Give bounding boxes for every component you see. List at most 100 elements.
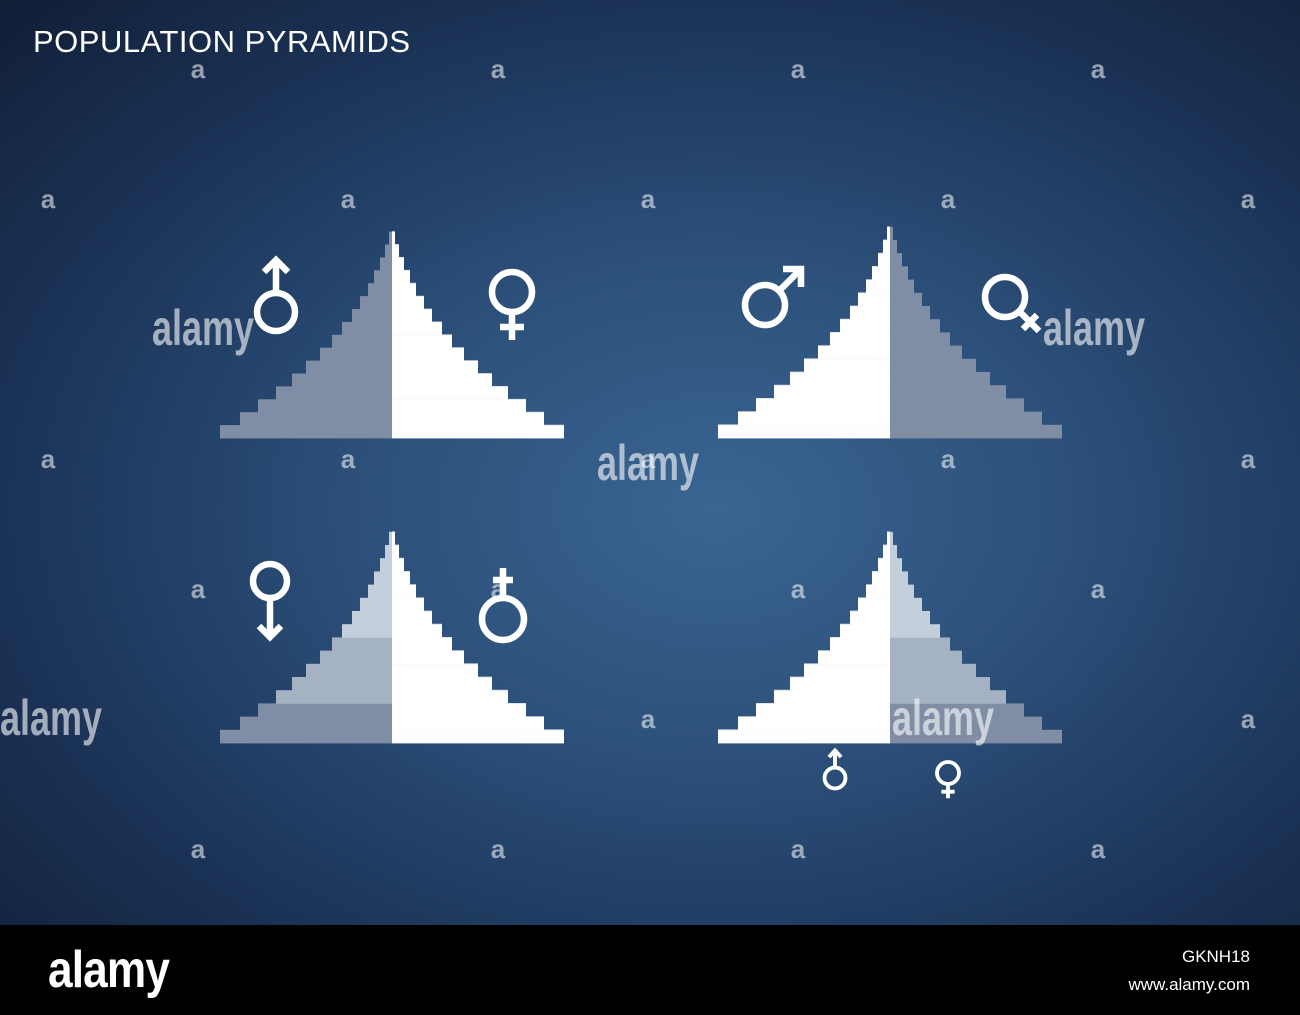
footer-brand-logo: alamy bbox=[48, 941, 170, 999]
bar-left-7 bbox=[818, 345, 890, 360]
bar-left-9 bbox=[840, 319, 890, 333]
bar-left-1 bbox=[718, 729, 890, 744]
bar-left-3 bbox=[756, 703, 890, 717]
bar-right-1 bbox=[392, 729, 564, 744]
bar-right-13 bbox=[890, 266, 908, 280]
watermark-tile: a bbox=[341, 444, 356, 474]
bar-left-4 bbox=[276, 690, 392, 704]
bar-left-5 bbox=[292, 677, 392, 691]
bar-right-15 bbox=[392, 244, 399, 258]
bar-left-7 bbox=[320, 650, 392, 665]
bar-right-1 bbox=[890, 729, 1062, 744]
female-icon bbox=[488, 268, 536, 340]
watermark-tile: a bbox=[1091, 574, 1106, 604]
bar-left-10 bbox=[352, 309, 392, 323]
bar-right-4 bbox=[392, 690, 508, 704]
watermark-tile: a bbox=[1241, 444, 1256, 474]
bar-left-6 bbox=[306, 360, 392, 374]
watermark-tile: a bbox=[491, 834, 506, 864]
bar-right-12 bbox=[890, 279, 914, 294]
bar-right-7 bbox=[890, 345, 962, 360]
bar-right-15 bbox=[890, 240, 897, 254]
bar-left-9 bbox=[342, 624, 392, 638]
pyramid-chart-1 bbox=[220, 231, 564, 439]
bar-left-5 bbox=[292, 373, 392, 387]
bar-right-4 bbox=[392, 386, 508, 400]
bar-left-11 bbox=[360, 296, 392, 310]
bar-left-6 bbox=[804, 663, 890, 678]
bar-left-2 bbox=[738, 411, 890, 426]
watermark-logo: alamy bbox=[1043, 301, 1145, 356]
pyramid-group bbox=[220, 226, 1062, 744]
bar-right-8 bbox=[890, 637, 950, 651]
watermark-tile: a bbox=[1091, 54, 1106, 84]
bar-left-5 bbox=[790, 677, 890, 691]
bar-left-4 bbox=[774, 385, 890, 399]
bar-right-6 bbox=[890, 663, 976, 678]
bar-left-14 bbox=[878, 558, 890, 572]
female-small-icon bbox=[935, 760, 961, 799]
male-small-icon bbox=[822, 747, 848, 791]
bar-right-7 bbox=[392, 347, 464, 361]
watermark-tile: a bbox=[641, 704, 656, 734]
bar-right-2 bbox=[890, 716, 1042, 731]
bar-right-8 bbox=[392, 334, 452, 349]
watermark-tile: a bbox=[791, 574, 806, 604]
bar-right-3 bbox=[890, 703, 1024, 717]
watermark-tile: a bbox=[41, 184, 56, 214]
bar-right-9 bbox=[890, 319, 940, 333]
bar-right-10 bbox=[392, 309, 432, 323]
bar-right-6 bbox=[890, 358, 976, 373]
watermark-logos: alamy alamy alamy alamy alamy bbox=[0, 301, 1145, 746]
watermark-tile: a bbox=[1241, 704, 1256, 734]
bar-right-12 bbox=[392, 584, 416, 599]
bar-left-16 bbox=[887, 226, 890, 241]
bar-left-1 bbox=[220, 729, 392, 744]
watermark-tile: a bbox=[941, 184, 956, 214]
bar-right-16 bbox=[890, 531, 893, 546]
bar-left-13 bbox=[374, 571, 392, 585]
bar-right-4 bbox=[890, 690, 1006, 704]
bar-right-12 bbox=[392, 283, 416, 297]
male-icon bbox=[741, 265, 805, 329]
bar-left-16 bbox=[389, 231, 392, 245]
bar-left-8 bbox=[332, 637, 392, 651]
bar-right-7 bbox=[890, 650, 962, 665]
bar-left-5 bbox=[790, 372, 890, 386]
bar-left-12 bbox=[866, 584, 890, 599]
bar-right-3 bbox=[392, 703, 526, 717]
bar-left-15 bbox=[385, 244, 392, 258]
bar-left-3 bbox=[258, 703, 392, 717]
pyramid-charts: a a a aa a a a aa a a a aa a a aa aa a a a alamy alamyalamy… bbox=[0, 54, 1256, 864]
watermark-logo: alamy bbox=[892, 691, 994, 746]
bar-right-14 bbox=[890, 253, 902, 267]
bar-left-14 bbox=[380, 257, 392, 271]
watermark-tile: a bbox=[191, 834, 206, 864]
bar-right-13 bbox=[392, 270, 410, 284]
bar-right-1 bbox=[392, 425, 564, 439]
bar-left-1 bbox=[718, 424, 890, 439]
bar-left-10 bbox=[850, 306, 890, 320]
watermark-tile: a bbox=[491, 54, 506, 84]
watermark-tile: a bbox=[1241, 184, 1256, 214]
bar-right-16 bbox=[890, 226, 893, 241]
bar-left-8 bbox=[830, 637, 890, 651]
bar-right-16 bbox=[392, 231, 395, 245]
bar-left-11 bbox=[858, 292, 890, 307]
bar-left-8 bbox=[830, 332, 890, 346]
bar-right-10 bbox=[392, 611, 432, 625]
bar-left-15 bbox=[385, 545, 392, 559]
bar-left-7 bbox=[818, 650, 890, 665]
watermark-tile: a bbox=[941, 444, 956, 474]
watermark-logo: alamy bbox=[152, 301, 254, 356]
bar-right-2 bbox=[392, 412, 544, 426]
bar-left-8 bbox=[332, 334, 392, 349]
watermark-tile: a bbox=[791, 834, 806, 864]
bar-right-12 bbox=[890, 584, 914, 599]
bar-left-2 bbox=[738, 716, 890, 731]
watermark-tile: a bbox=[191, 54, 206, 84]
watermark-logo: alamy bbox=[0, 691, 102, 746]
bar-left-13 bbox=[872, 266, 890, 280]
bar-right-11 bbox=[890, 597, 922, 612]
